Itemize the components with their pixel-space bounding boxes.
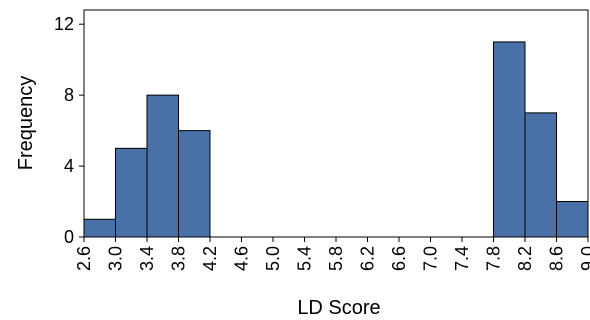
histogram-bar [178, 130, 211, 238]
x-tick-label: 8.6 [547, 246, 567, 271]
histogram-bar [493, 41, 526, 238]
y-tick-label: 4 [64, 156, 74, 176]
y-axis-ticks: 0 4 8 12 [54, 14, 84, 247]
x-tick-label: 3.8 [169, 246, 189, 271]
x-tick-label: 9.0 [578, 246, 590, 271]
x-tick-label: 2.6 [74, 246, 94, 271]
y-axis-title: Frequency [15, 76, 37, 171]
x-tick-label: 5.8 [326, 246, 346, 271]
x-axis-title: LD Score [297, 297, 380, 319]
y-tick-label: 12 [54, 14, 74, 34]
x-tick-label: 3.4 [137, 246, 157, 271]
bars-group [83, 41, 589, 238]
histogram-bar [83, 218, 116, 238]
x-tick-label: 6.6 [389, 246, 409, 271]
x-tick-label: 8.2 [515, 246, 535, 271]
x-tick-label: 4.2 [200, 246, 220, 271]
x-tick-label: 5.0 [263, 246, 283, 271]
histogram-bar [115, 147, 148, 238]
y-tick-label: 8 [64, 85, 74, 105]
histogram-bar [524, 112, 557, 238]
histogram-bar [146, 94, 179, 238]
x-tick-label: 5.4 [295, 246, 315, 271]
x-tick-label: 7.4 [452, 246, 472, 271]
x-axis-ticks: 2.6 3.0 3.4 3.8 4.2 4.6 5.0 5.4 5.8 6.2 6.6 7.0 7.4 7… [74, 237, 590, 271]
y-tick-label: 0 [64, 227, 74, 247]
histogram-bar [556, 201, 589, 238]
x-tick-label: 7.0 [421, 246, 441, 271]
x-tick-label: 7.8 [484, 246, 504, 271]
x-tick-label: 3.0 [106, 246, 126, 271]
x-tick-label: 6.2 [358, 246, 378, 271]
x-tick-label: 4.6 [232, 246, 252, 271]
